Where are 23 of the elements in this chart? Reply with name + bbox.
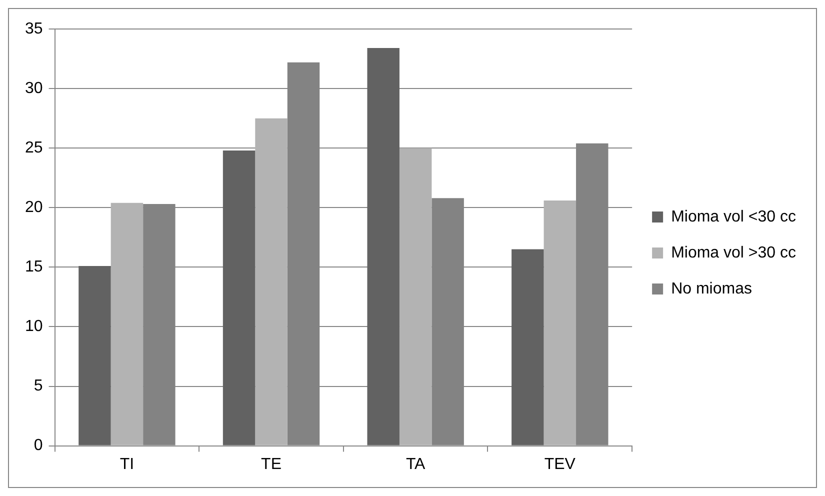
bar xyxy=(255,118,288,446)
y-tick-label: 15 xyxy=(25,258,43,276)
y-tick-label: 20 xyxy=(25,199,43,216)
legend-label: No miomas xyxy=(671,280,752,298)
y-tick-label: 30 xyxy=(25,80,43,97)
y-tick-label: 0 xyxy=(34,437,43,454)
bar xyxy=(544,200,576,446)
y-tick-label: 10 xyxy=(25,318,43,336)
bar xyxy=(110,202,144,446)
bar xyxy=(78,266,111,446)
x-tick-label: TE xyxy=(261,456,282,473)
bar xyxy=(512,249,544,446)
legend-label: Mioma vol >30 cc xyxy=(671,244,796,262)
x-tick-label: TA xyxy=(406,456,426,473)
y-tick-label: 5 xyxy=(34,378,43,395)
bar xyxy=(399,148,432,446)
legend-label: Mioma vol <30 cc xyxy=(671,208,796,226)
bar xyxy=(222,150,256,446)
bar xyxy=(367,48,400,446)
x-tick-label: TI xyxy=(120,456,134,473)
y-tick-label: 35 xyxy=(25,20,43,38)
y-tick-label: 25 xyxy=(25,139,43,156)
x-tick-label: TEV xyxy=(544,456,576,473)
